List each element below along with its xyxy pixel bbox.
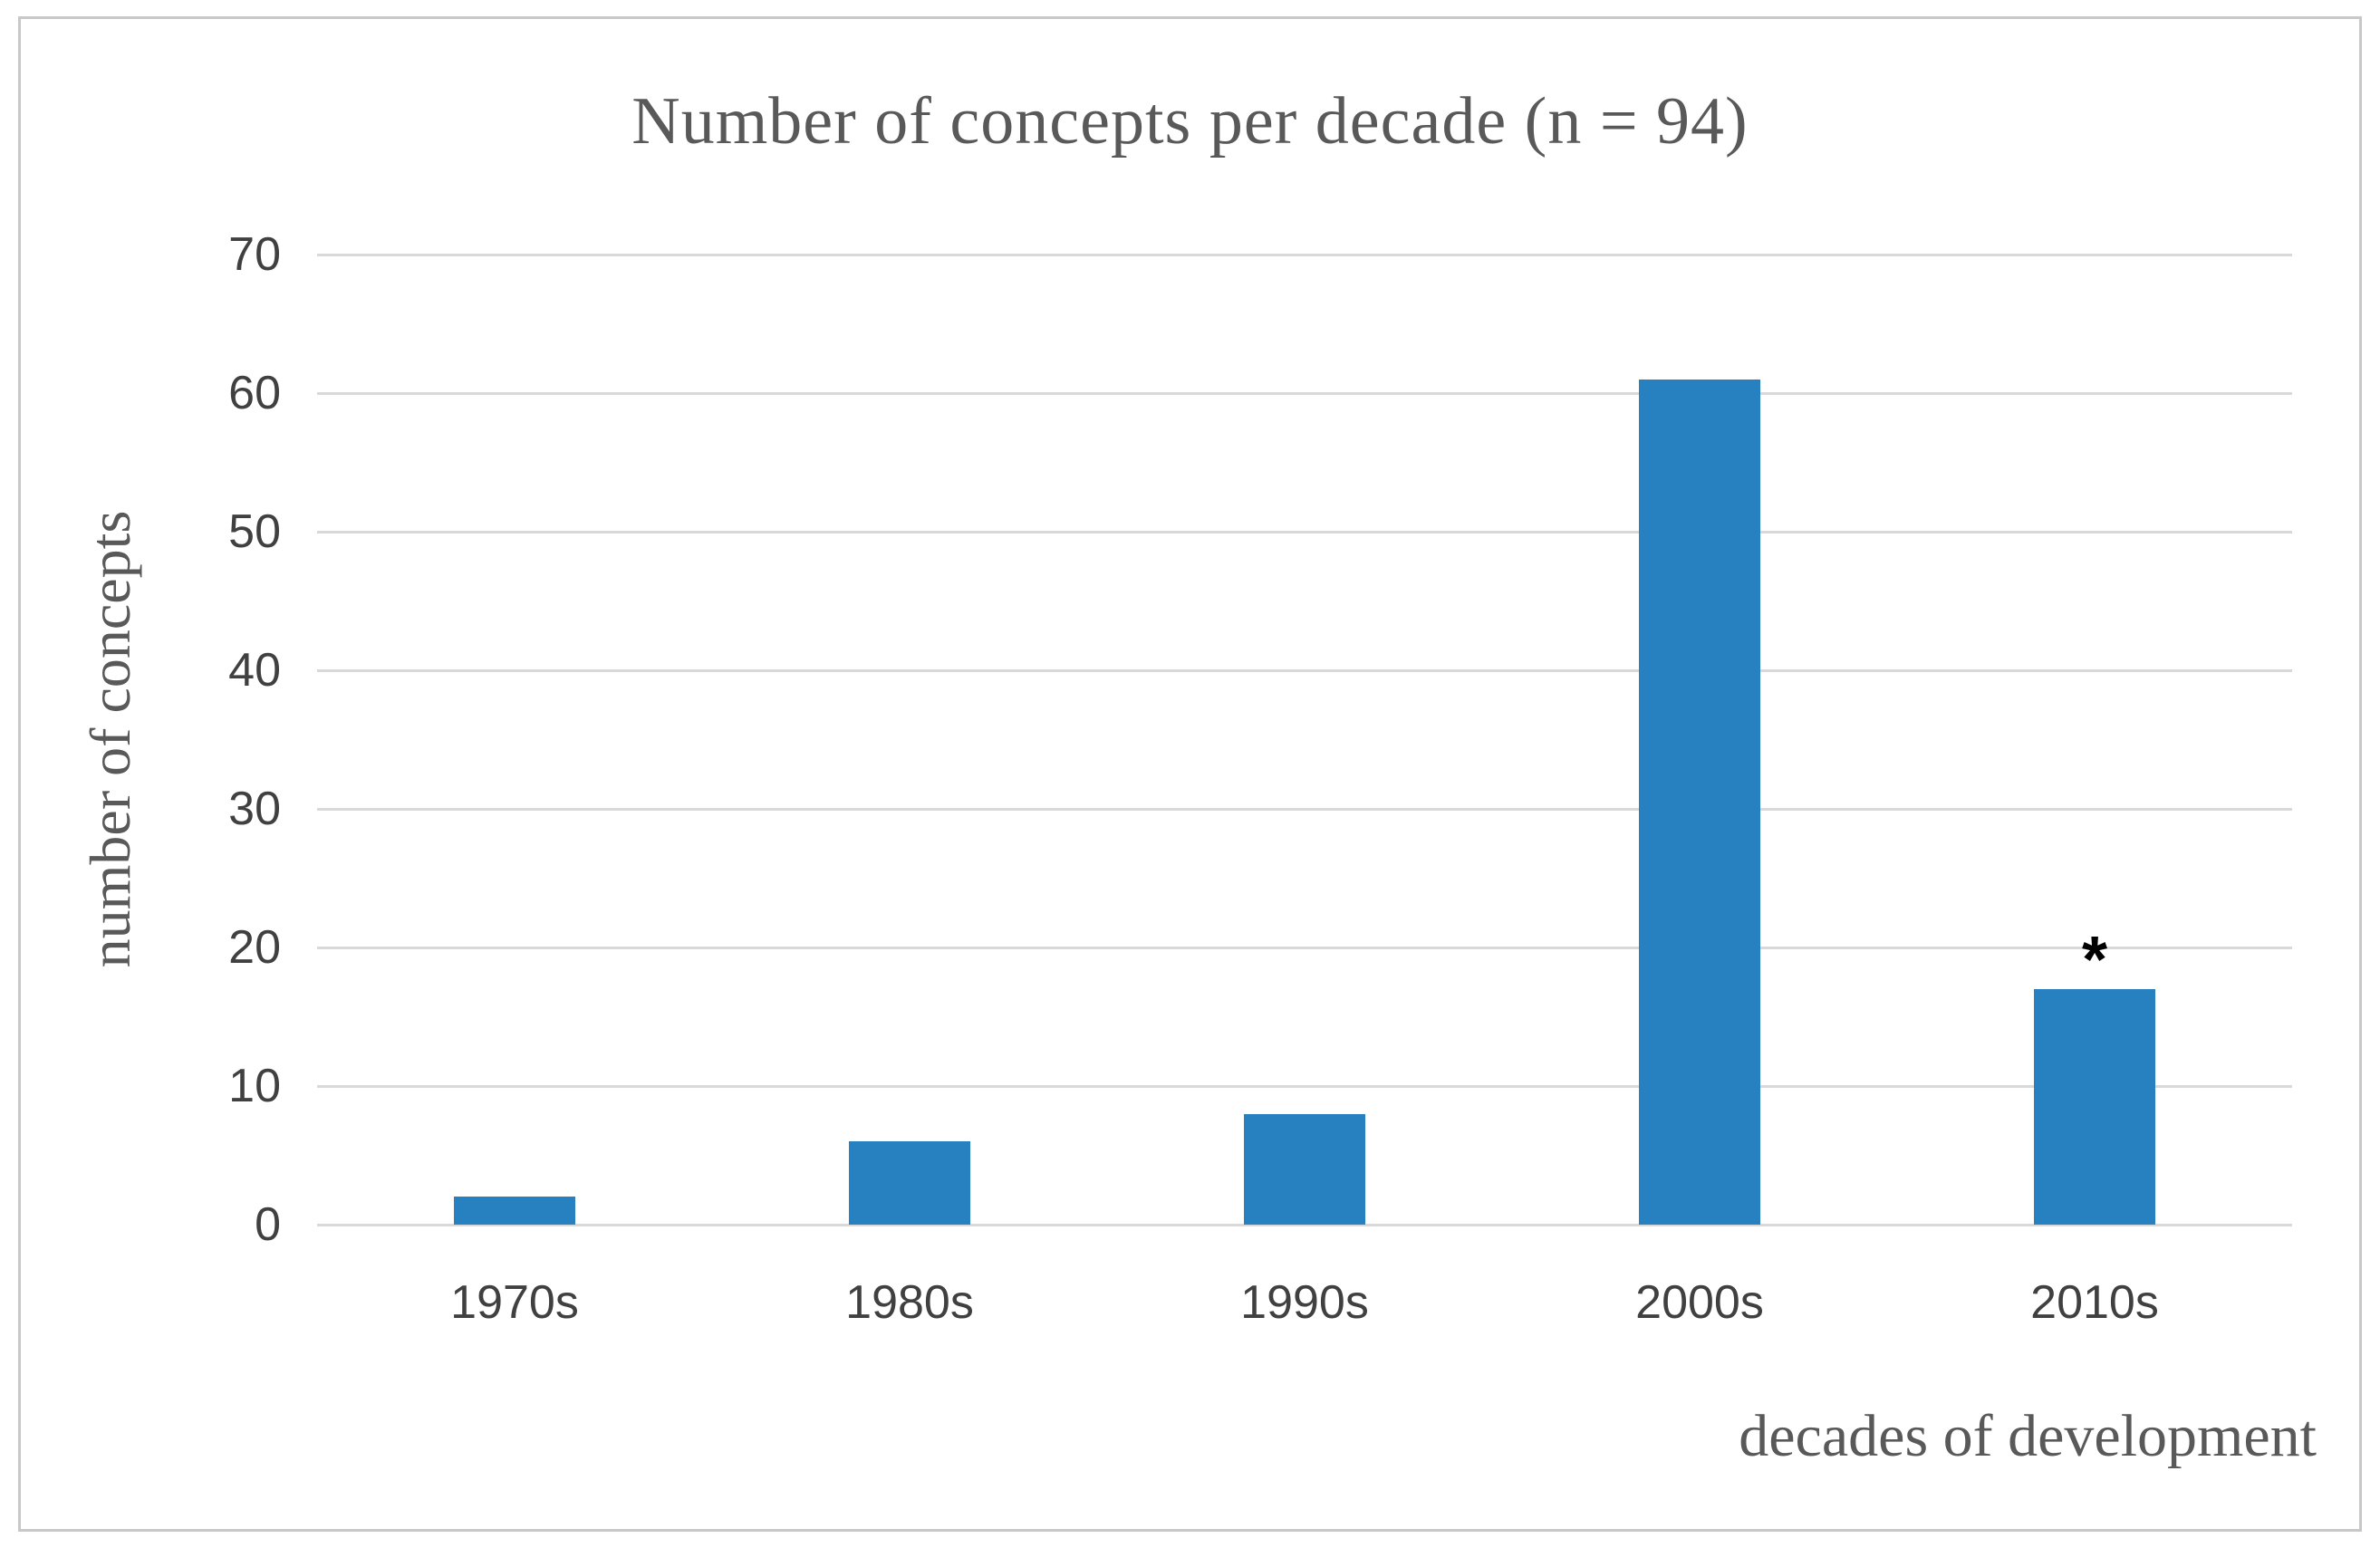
gridline [317, 668, 2292, 672]
bar [1244, 1113, 1365, 1225]
bar [454, 1197, 575, 1225]
gridline [317, 1084, 2292, 1088]
gridline [317, 253, 2292, 256]
bar [849, 1141, 970, 1225]
y-tick-label: 10 [228, 1060, 281, 1112]
y-tick-label: 50 [228, 505, 281, 558]
x-axis-title: decades of development [1739, 1403, 2317, 1469]
bar [2034, 988, 2155, 1225]
chart-title: Number of concepts per decade (n = 94) [631, 84, 1749, 159]
bar-annotation: * [2081, 923, 2108, 996]
y-tick-label: 0 [255, 1198, 281, 1251]
x-tick-label: 2000s [1635, 1276, 1764, 1329]
figure-border [18, 16, 2362, 1532]
y-tick-label: 20 [228, 921, 281, 974]
y-tick-label: 70 [228, 228, 281, 281]
y-axis-title: number of concepts [78, 510, 142, 968]
y-tick-label: 60 [228, 367, 281, 419]
y-tick-label: 30 [228, 783, 281, 835]
x-tick-label: 1990s [1240, 1276, 1369, 1329]
y-tick-label: 40 [228, 644, 281, 697]
gridline [317, 946, 2292, 949]
gridline [317, 530, 2292, 534]
bar [1639, 379, 1760, 1225]
x-tick-label: 2010s [2030, 1276, 2159, 1329]
x-tick-label: 1970s [450, 1276, 579, 1329]
gridline [317, 391, 2292, 395]
gridline [317, 807, 2292, 811]
gridline [317, 1223, 2292, 1226]
x-tick-label: 1980s [845, 1276, 974, 1329]
